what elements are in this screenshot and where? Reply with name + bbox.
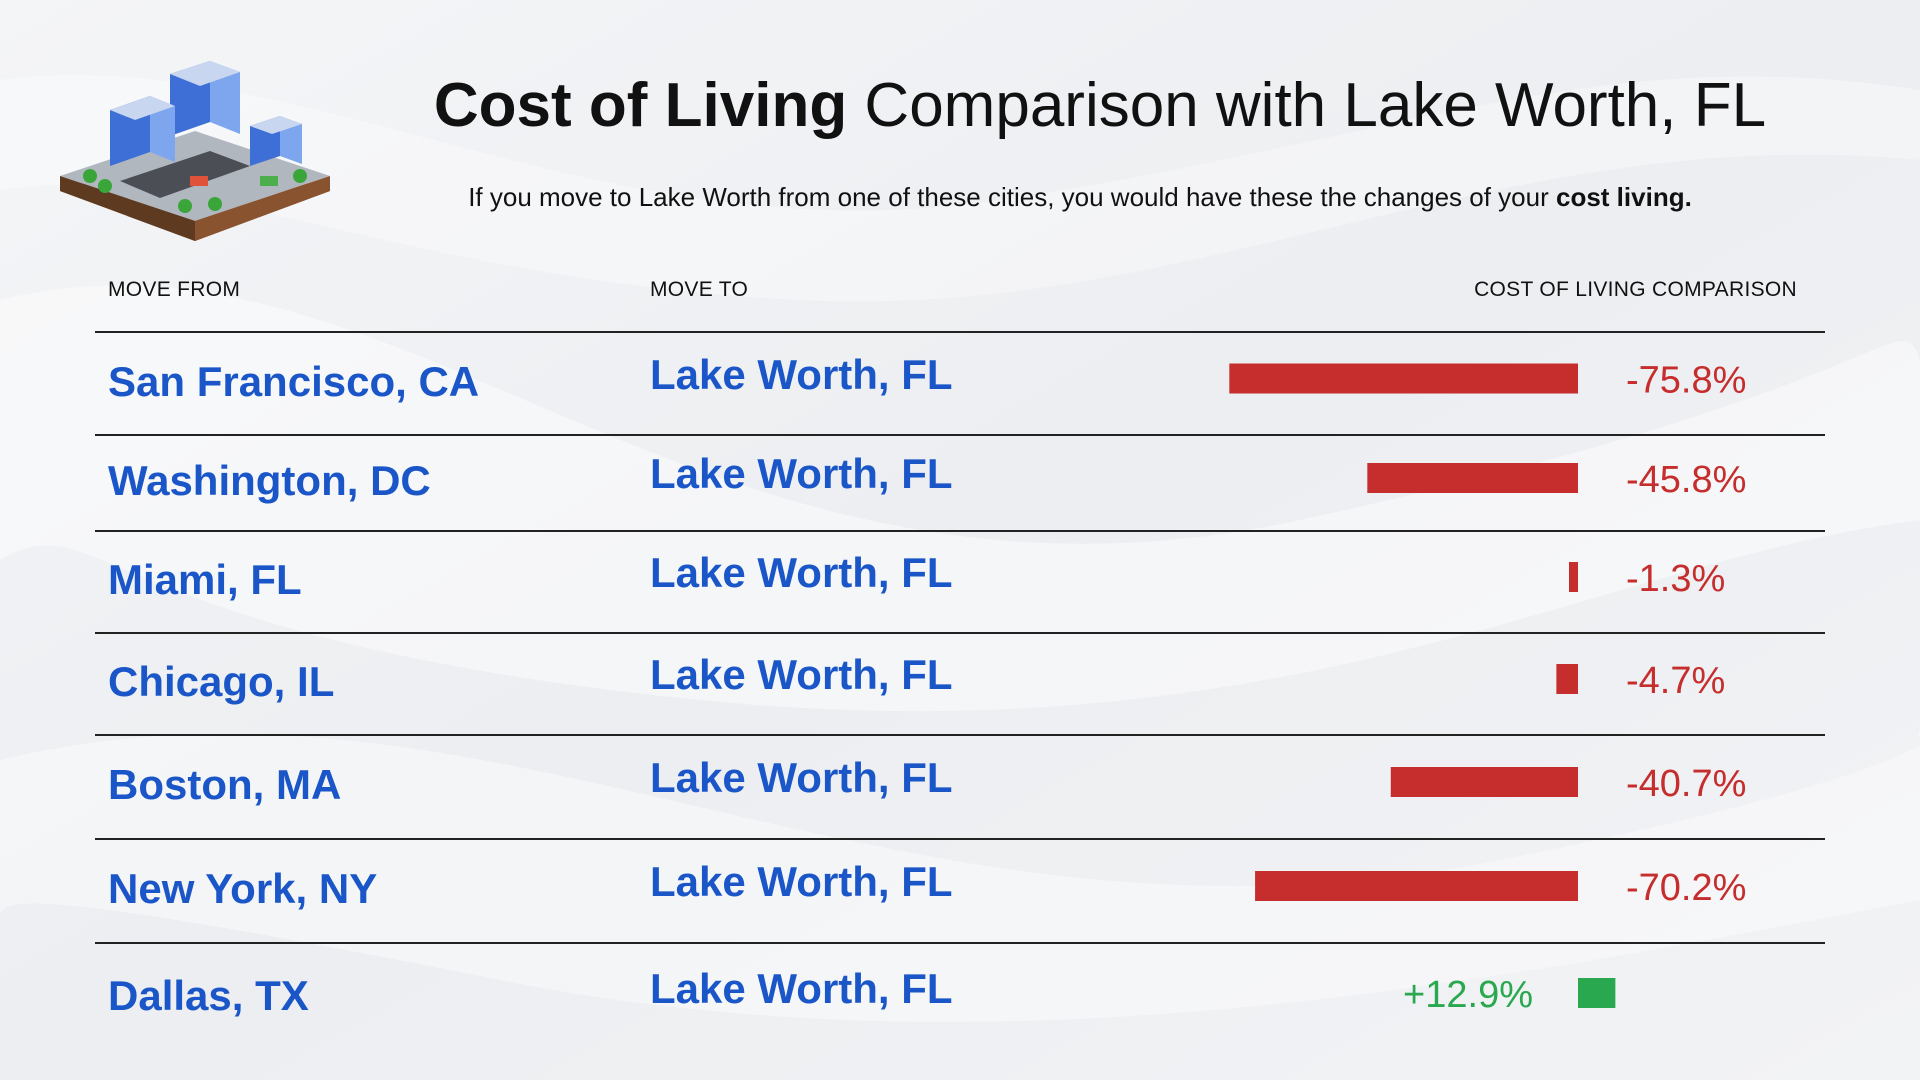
page-subtitle: If you move to Lake Worth from one of th… xyxy=(360,182,1800,213)
subtitle-bold: cost living. xyxy=(1556,182,1692,212)
table-row-divider xyxy=(95,530,1825,532)
title-bold: Cost of Living xyxy=(433,71,848,140)
move-from-city: Washington, DC xyxy=(108,457,431,504)
table-row-divider xyxy=(95,734,1825,736)
move-to-city: Lake Worth, FL xyxy=(650,754,953,801)
column-header-comparison: COST OF LIVING COMPARISON xyxy=(1474,278,1797,301)
table-rule-top xyxy=(95,331,1825,333)
column-header-move-from: MOVE FROM xyxy=(108,278,241,301)
move-from-city: Miami, FL xyxy=(108,556,302,603)
page-title: Cost of Living Comparison with Lake Wort… xyxy=(380,70,1820,141)
move-from-city: San Francisco, CA xyxy=(108,357,480,405)
table-row-divider xyxy=(95,632,1825,634)
title-rest: Comparison with Lake Worth, FL xyxy=(847,71,1767,140)
move-to-city: Lake Worth, FL xyxy=(650,549,953,596)
move-from-city: Dallas, TX xyxy=(108,972,309,1019)
move-to-city: Lake Worth, FL xyxy=(650,450,953,497)
table-row-divider xyxy=(95,838,1825,840)
subtitle-text: If you move to Lake Worth from one of th… xyxy=(468,182,1556,212)
city-buildings-icon xyxy=(60,61,330,241)
move-to-city: Lake Worth, FL xyxy=(650,350,953,398)
move-to-city: Lake Worth, FL xyxy=(650,651,953,698)
table-row-divider xyxy=(95,942,1825,944)
move-to-city: Lake Worth, FL xyxy=(650,965,953,1012)
column-header-move-to: MOVE TO xyxy=(650,278,749,301)
table-row-divider xyxy=(95,434,1825,436)
move-from-city: Boston, MA xyxy=(108,761,342,808)
move-from-city: Chicago, IL xyxy=(108,658,335,705)
move-to-city: Lake Worth, FL xyxy=(650,858,953,905)
move-from-city: New York, NY xyxy=(108,865,378,912)
